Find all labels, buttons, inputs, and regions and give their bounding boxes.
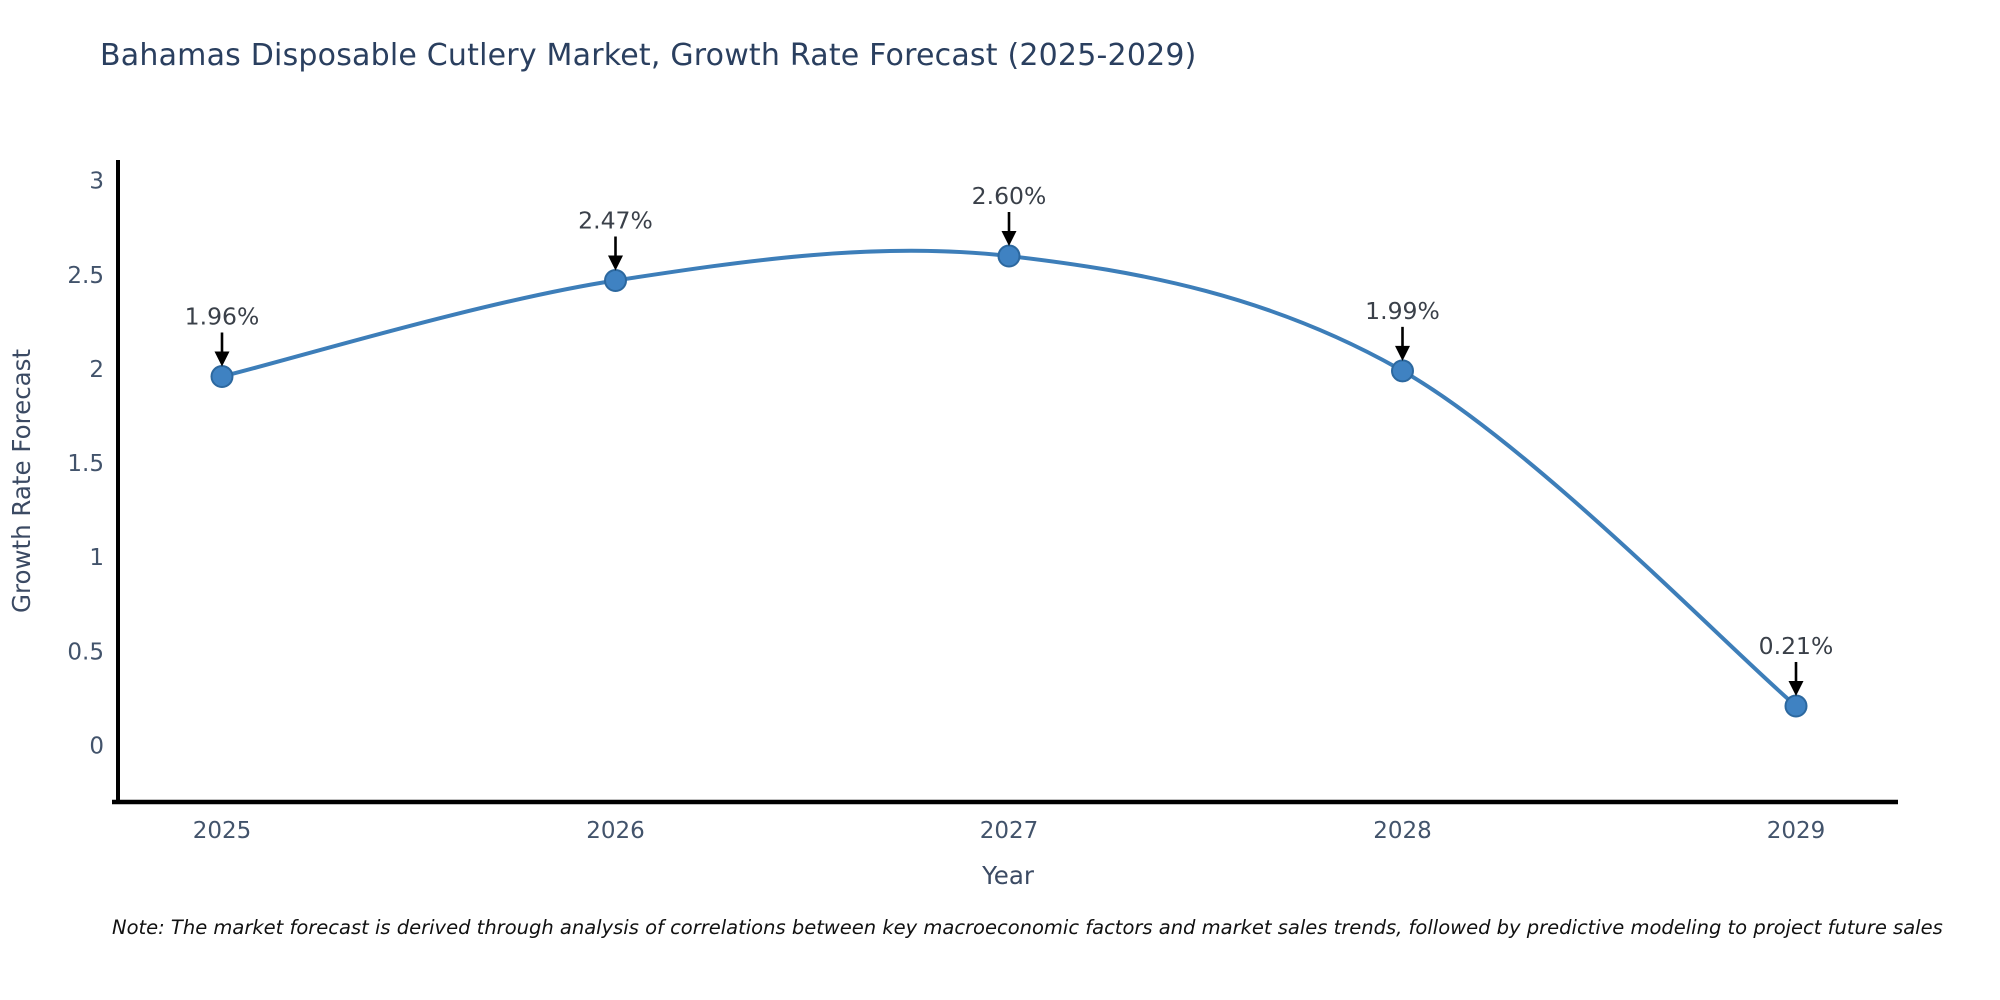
forecast-line [220,248,1798,708]
chart-title: Bahamas Disposable Cutlery Market, Growt… [100,38,1197,73]
data-point-marker [210,365,234,389]
y-axis-title: Growth Rate Forecast [7,349,36,613]
x-tick-label: 2029 [1767,818,1826,844]
annotation-arrow [214,332,230,367]
x-tick-label: 2026 [586,818,645,844]
annotation-arrow-head [1001,231,1017,247]
x-axis-title: Year [981,861,1035,890]
x-tick-label: 2028 [1373,818,1432,844]
annotation-arrow [1001,212,1017,247]
annotation-label: 1.96% [185,303,260,331]
annotation-arrow [1788,661,1804,696]
y-tick-label: 3 [89,169,104,195]
annotation-arrow [608,236,623,271]
data-point-marker [1391,359,1414,383]
y-tick-label: 0.5 [67,639,104,665]
data-point-marker [997,244,1021,268]
data-point-marker [604,268,627,292]
annotation-arrow [1395,326,1410,361]
x-tick-label: 2025 [193,818,252,844]
data-point-marker [1784,694,1808,718]
annotation-label: 0.21% [1759,632,1834,660]
annotation-arrow-head [608,255,623,271]
y-tick-label: 2.5 [67,263,104,289]
annotation-arrow-head [1395,345,1410,361]
y-tick-label: 1.5 [67,451,104,477]
x-tick-label: 2027 [980,818,1039,844]
annotation-arrow-head [1788,680,1804,696]
annotation-arrow-head [214,351,230,367]
annotation-label: 1.99% [1365,297,1440,325]
y-tick-label: 0 [89,734,104,760]
y-tick-label: 2 [89,357,104,383]
annotation-label: 2.60% [972,182,1047,210]
annotation-label: 2.47% [578,206,653,234]
y-tick-label: 1 [89,545,104,571]
footnote: Note: The market forecast is derived thr… [112,916,1943,939]
